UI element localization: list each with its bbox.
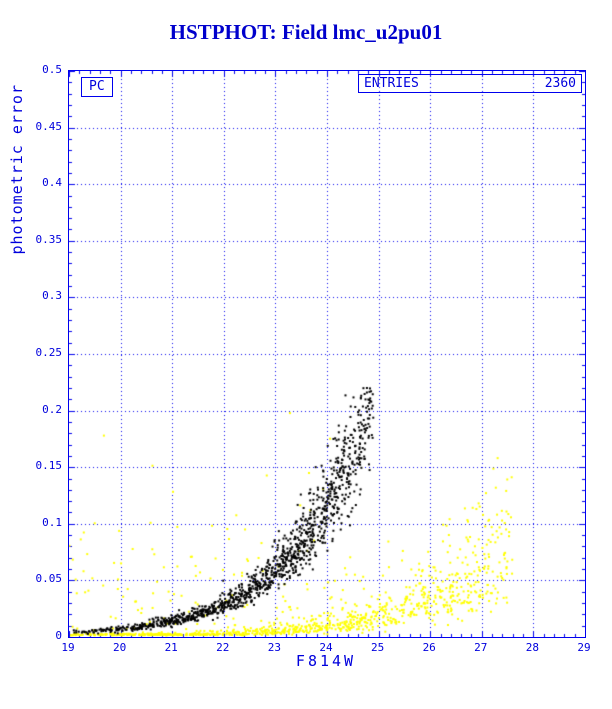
y-tick-label: 0.5: [42, 63, 62, 76]
y-tick-label: 0.3: [42, 289, 62, 303]
x-axis-label: F814W: [295, 652, 357, 670]
y-tick-label: 0: [55, 629, 62, 642]
entries-label: ENTRIES: [364, 76, 419, 91]
x-tick-label: 20: [112, 641, 127, 654]
x-tick-label: 21: [164, 641, 178, 654]
y-tick-label: 0.2: [42, 402, 62, 416]
x-tick-label: 29: [577, 641, 591, 654]
chart-title: HSTPHOT: Field lmc_u2pu01: [169, 20, 443, 44]
y-axis-label: photometric error: [8, 84, 26, 255]
x-tick-label: 23: [267, 641, 282, 654]
x-tick-label: 22: [216, 641, 230, 654]
y-tick-label: 0.15: [35, 459, 63, 473]
y-tick-label: 0.25: [35, 346, 63, 359]
x-tick-label: 26: [422, 641, 436, 654]
x-tick-label: 28: [525, 641, 540, 654]
entries-value: 2360: [544, 76, 576, 91]
y-tick-label: 0.4: [42, 176, 62, 190]
x-tick-label: 27: [474, 641, 488, 654]
y-tick-label: 0.05: [35, 572, 63, 586]
x-tick-label: 24: [319, 641, 333, 654]
entries-box: ENTRIES 2360: [358, 74, 582, 93]
x-tick-label: 19: [61, 641, 75, 654]
y-tick-label: 0.35: [35, 232, 63, 246]
x-tick-label: 25: [370, 641, 385, 654]
scatter-canvas: [69, 71, 585, 637]
y-tick-label: 0.1: [42, 515, 62, 529]
chip-label: PC: [81, 77, 113, 97]
plot-frame: PC ENTRIES 2360: [68, 70, 586, 638]
y-tick-label: 0.45: [35, 119, 63, 133]
